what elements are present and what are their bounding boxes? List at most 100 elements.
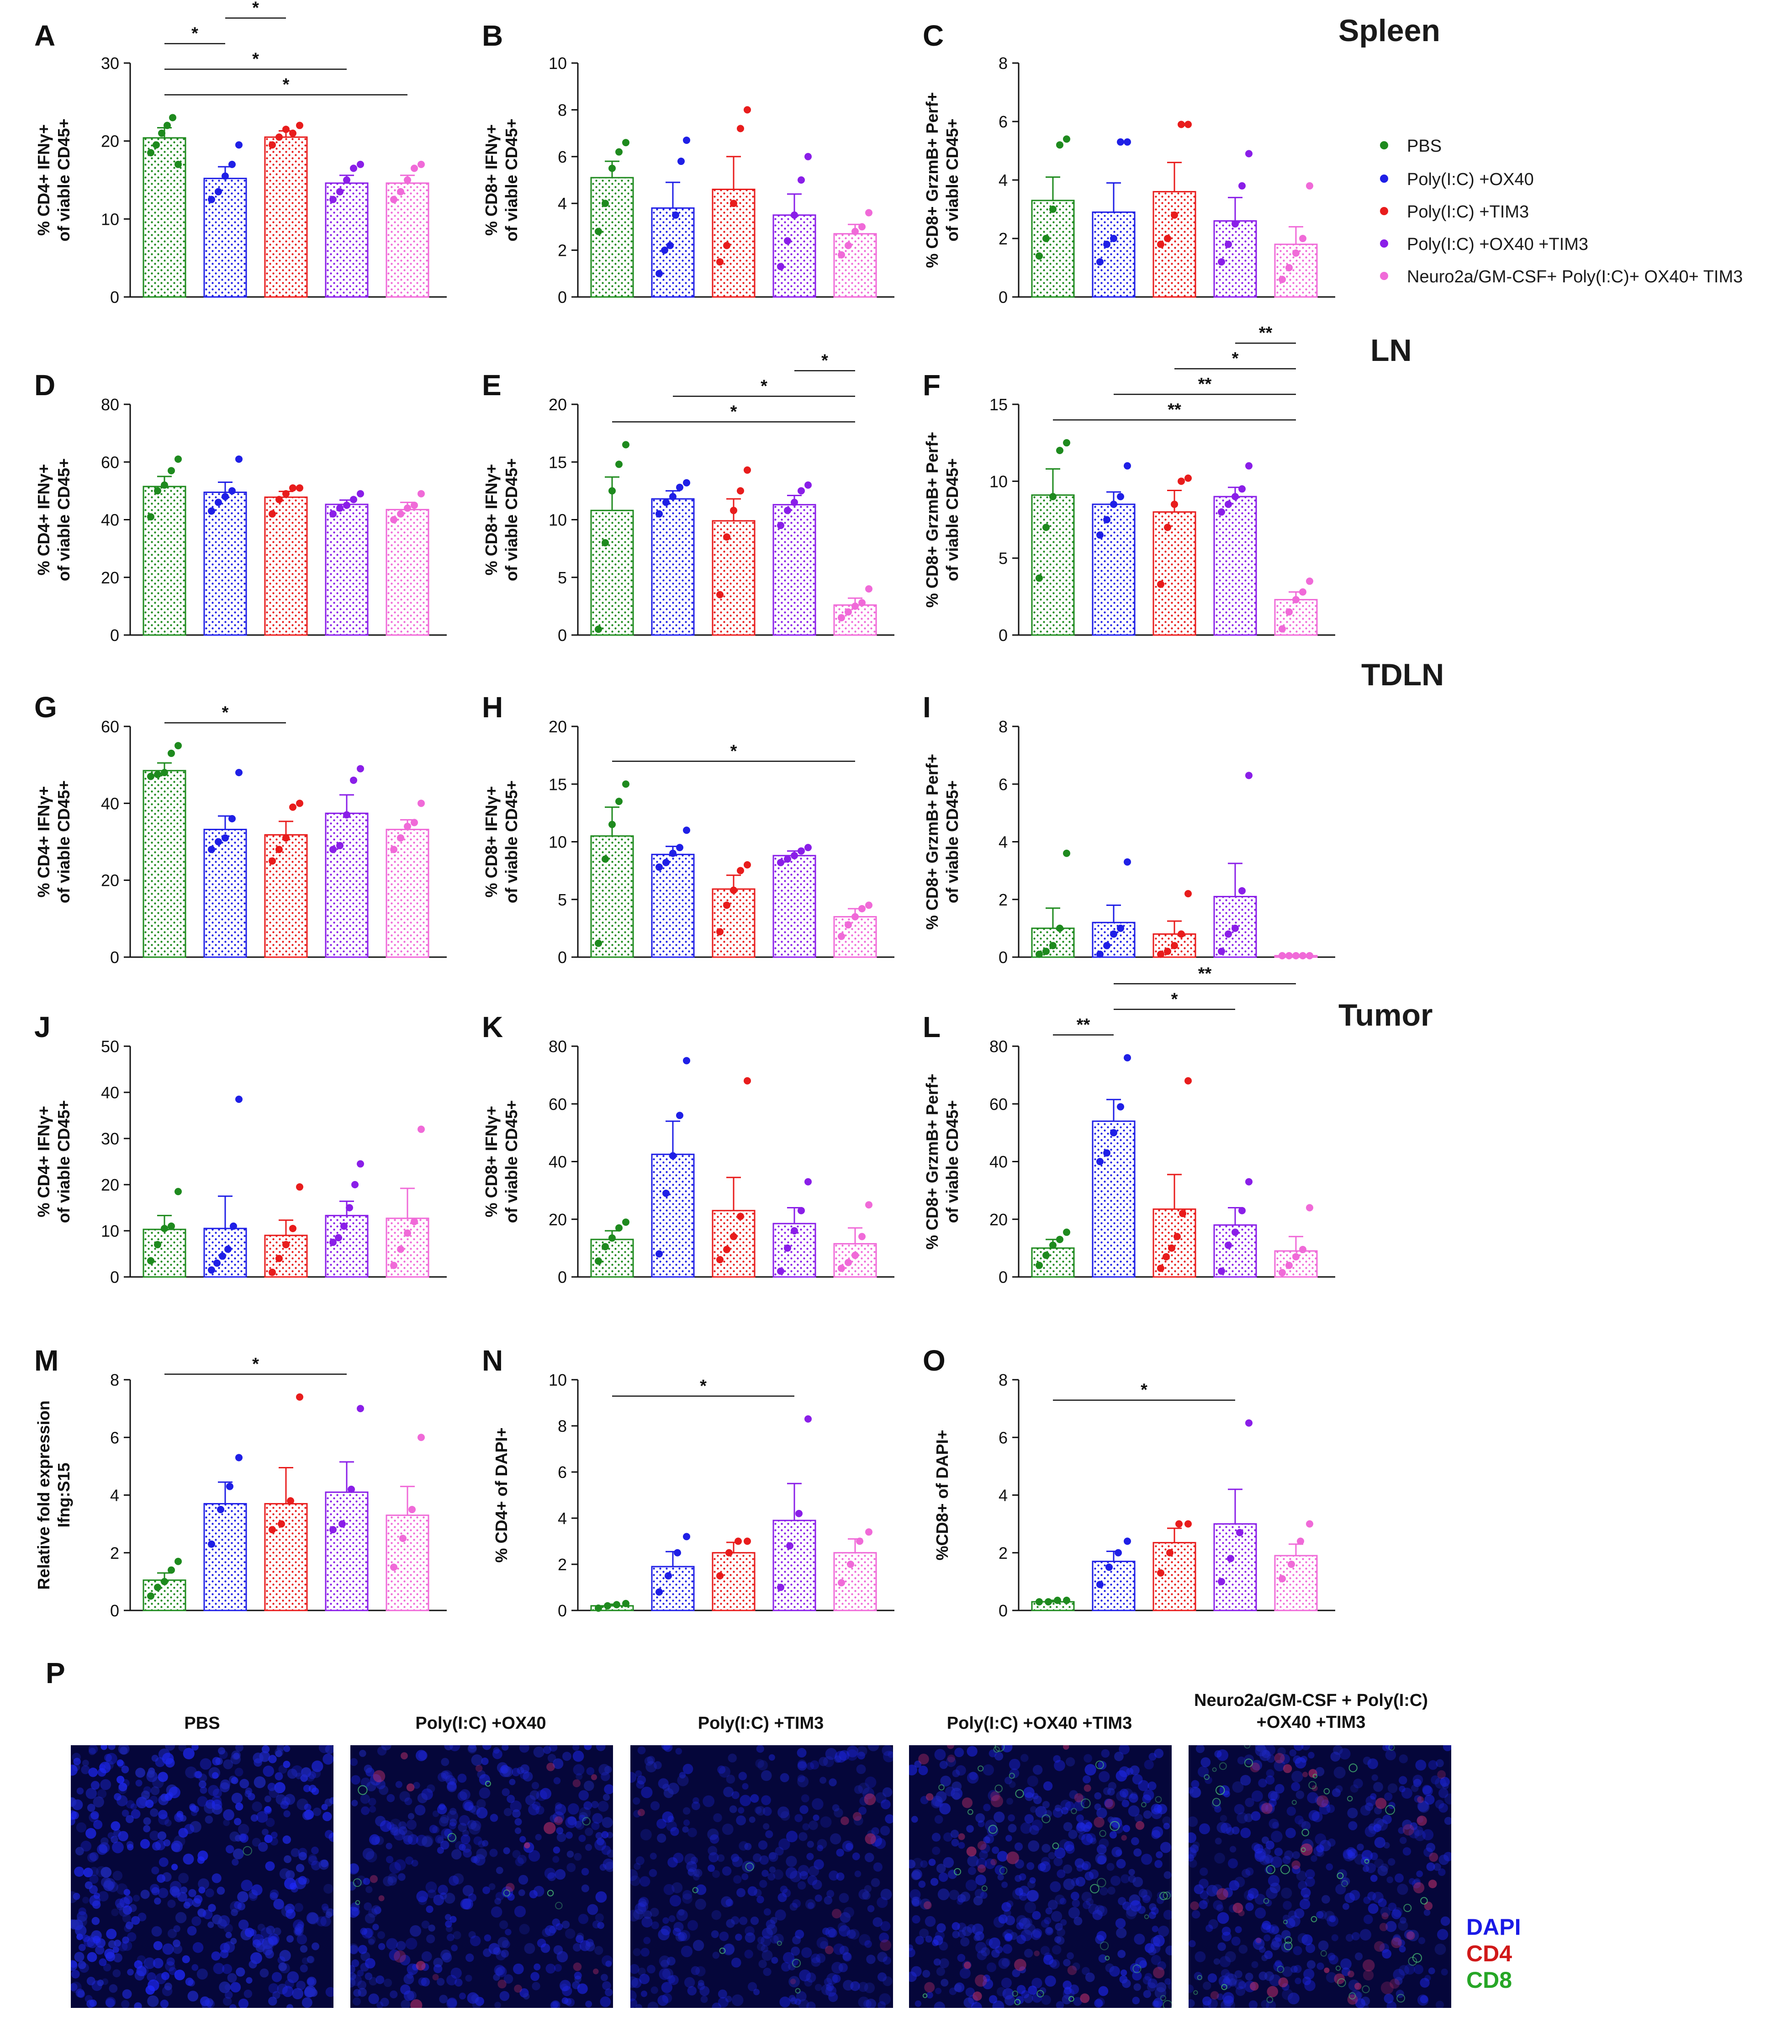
nucleus: [212, 1757, 221, 1766]
nucleus: [986, 1962, 997, 1972]
nucleus: [154, 1897, 161, 1905]
data-point: [851, 228, 859, 235]
nucleus: [1073, 1917, 1083, 1926]
data-point: [665, 1572, 672, 1580]
nucleus: [1024, 1901, 1036, 1913]
nucleus: [1192, 1841, 1200, 1849]
data-point: [1124, 1054, 1131, 1062]
bar: [203, 492, 247, 636]
nucleus: [1095, 1853, 1107, 1865]
nucleus: [212, 1914, 222, 1925]
nucleus: [399, 1954, 411, 1966]
bar: [833, 233, 877, 298]
cd4-signal: [1216, 1888, 1228, 1900]
cd4-signal: [1006, 1851, 1019, 1864]
nucleus: [731, 1957, 741, 1968]
nucleus: [153, 1958, 164, 1969]
nucleus: [1189, 1849, 1196, 1856]
nucleus: [578, 1815, 586, 1822]
nucleus: [741, 1873, 749, 1880]
nucleus: [549, 1925, 557, 1933]
y-tick-label: 8: [558, 1417, 567, 1435]
nucleus: [187, 1991, 199, 2002]
cd4-signal: [1256, 1938, 1262, 1943]
nucleus: [738, 1772, 747, 1780]
nucleus: [1132, 1774, 1143, 1785]
data-point: [1049, 1241, 1057, 1249]
nucleus: [111, 1908, 119, 1917]
nucleus: [363, 1878, 370, 1885]
nucleus: [708, 1846, 718, 1856]
nucleus: [1138, 1889, 1148, 1898]
nucleus: [377, 1931, 386, 1939]
data-point: [275, 496, 283, 503]
nucleus: [922, 1970, 930, 1978]
nucleus: [398, 1826, 407, 1835]
nucleus: [1384, 1792, 1393, 1801]
nucleus: [1216, 1822, 1228, 1833]
nucleus: [1133, 1983, 1141, 1991]
nucleus: [368, 1798, 376, 1806]
data-point: [595, 1257, 602, 1265]
nucleus: [173, 1925, 180, 1933]
nucleus: [915, 2000, 921, 2007]
cd4-signal: [1250, 1762, 1260, 1773]
cd8-signal: [1041, 1814, 1051, 1823]
nucleus: [82, 1759, 89, 1767]
nucleus: [1035, 1806, 1047, 1818]
cd8-signal: [1301, 1828, 1309, 1837]
nucleus: [269, 1787, 280, 1798]
nucleus: [837, 1922, 847, 1932]
cd8-signal: [1284, 1936, 1292, 1944]
nucleus: [393, 1829, 406, 1841]
nucleus: [1076, 1814, 1084, 1822]
cd4-signal: [572, 1779, 581, 1788]
nucleus: [1287, 1992, 1300, 2005]
nucleus: [1005, 1835, 1012, 1842]
nucleus: [663, 1884, 675, 1895]
nucleus: [1240, 1774, 1251, 1786]
data-point: [1297, 1537, 1304, 1545]
data-point: [608, 1234, 616, 1242]
nucleus: [104, 1753, 112, 1762]
nucleus: [239, 1833, 248, 1843]
nucleus: [1305, 1869, 1315, 1879]
cd8-signal: [1204, 1774, 1210, 1780]
nucleus: [1165, 1945, 1172, 1956]
nucleus: [1251, 1760, 1263, 1771]
nucleus: [1157, 1896, 1164, 1904]
nucleus: [711, 1930, 719, 1938]
nucleus: [683, 1819, 690, 1826]
nucleus: [1024, 1814, 1034, 1824]
nucleus: [234, 1818, 242, 1826]
panel-letter: D: [34, 369, 55, 402]
nucleus: [651, 1921, 659, 1929]
data-point: [858, 905, 866, 912]
nucleus: [1126, 1905, 1138, 1917]
nucleus: [122, 1989, 132, 1999]
nucleus: [1098, 1954, 1107, 1963]
nucleus: [322, 1753, 333, 1765]
nucleus: [1295, 1977, 1301, 1985]
nucleus: [1363, 1756, 1371, 1765]
nucleus: [1284, 1850, 1294, 1860]
data-point: [282, 126, 290, 133]
nucleus: [510, 1800, 522, 1812]
nucleus: [883, 1751, 893, 1763]
nucleus: [1052, 1945, 1062, 1955]
data-point: [858, 599, 866, 607]
data-point: [622, 780, 629, 788]
nucleus: [1073, 1800, 1085, 1811]
nucleus: [1319, 1803, 1331, 1815]
nucleus: [147, 1995, 159, 2007]
cd4-signal: [918, 1753, 929, 1765]
data-point: [1042, 235, 1050, 242]
cd4-signal: [1437, 1770, 1446, 1779]
cd8-signal: [1155, 1796, 1162, 1803]
nucleus: [943, 1857, 954, 1868]
data-point: [1063, 1596, 1070, 1604]
nucleus: [973, 1934, 980, 1941]
nucleus: [550, 2000, 560, 2008]
y-axis-label: Ifng:S15: [54, 1462, 73, 1527]
nucleus: [1147, 1982, 1156, 1992]
